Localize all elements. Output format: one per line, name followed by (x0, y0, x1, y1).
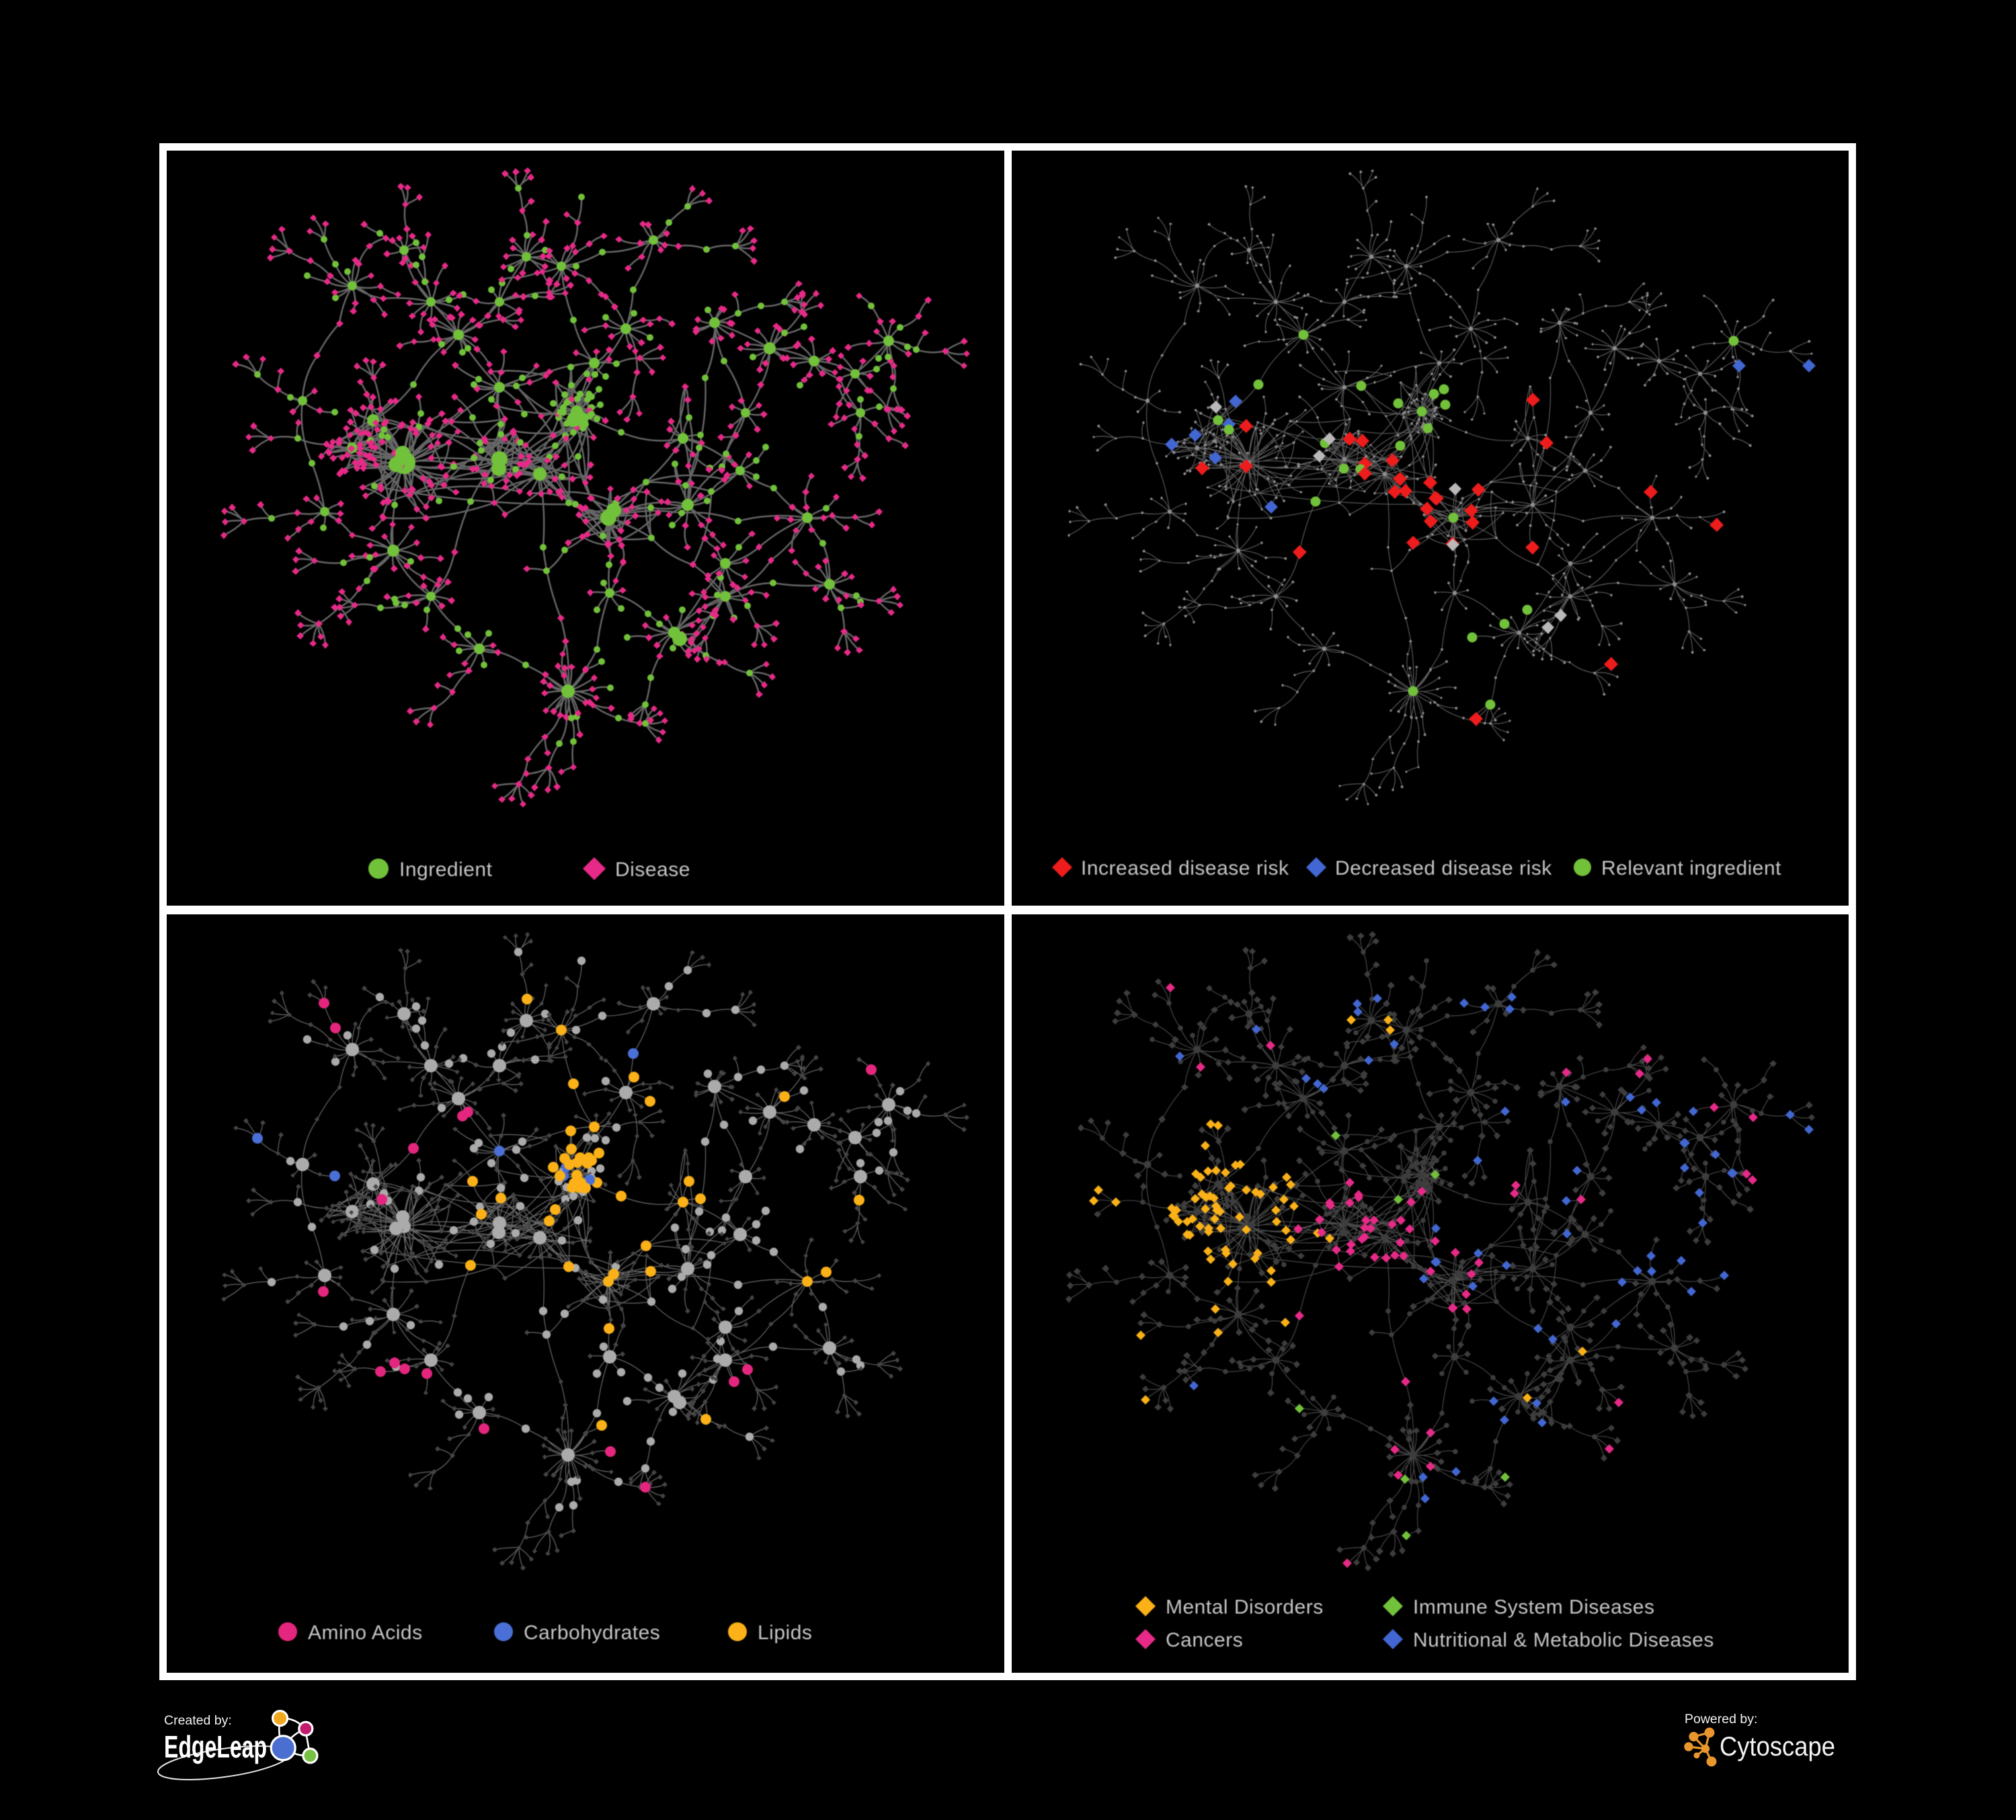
svg-text:EdgeLeap: EdgeLeap (164, 1729, 267, 1764)
svg-text:Relevant ingredient: Relevant ingredient (1601, 857, 1781, 879)
svg-text:Amino Acids: Amino Acids (308, 1622, 423, 1644)
svg-text:Ingredient: Ingredient (399, 859, 493, 881)
svg-text:Cytoscape: Cytoscape (1720, 1732, 1835, 1762)
svg-text:Cancers: Cancers (1166, 1629, 1243, 1651)
svg-text:Increased disease risk: Increased disease risk (1081, 857, 1289, 879)
svg-text:Powered by:: Powered by: (1685, 1712, 1757, 1727)
svg-text:Decreased disease risk: Decreased disease risk (1335, 857, 1552, 879)
svg-text:Lipids: Lipids (758, 1622, 812, 1644)
svg-text:Carbohydrates: Carbohydrates (524, 1622, 660, 1644)
svg-text:Nutritional & Metabolic Diseas: Nutritional & Metabolic Diseases (1413, 1629, 1714, 1651)
svg-text:Created by:: Created by: (164, 1713, 232, 1728)
svg-text:Disease: Disease (615, 859, 690, 881)
svg-text:Immune System Diseases: Immune System Diseases (1413, 1596, 1654, 1618)
svg-text:Mental Disorders: Mental Disorders (1166, 1596, 1324, 1618)
